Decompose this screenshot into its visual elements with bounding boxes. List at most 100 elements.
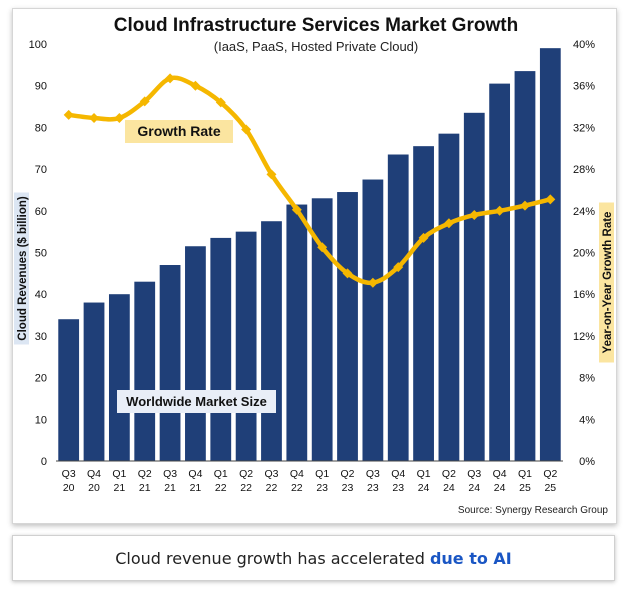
growth-rate-point (241, 124, 252, 135)
growth-rate-point (215, 97, 226, 108)
x-tick-year: 24 (443, 482, 455, 494)
growth-rate-annotation: Growth Rate (137, 123, 220, 139)
bar-market-size (539, 48, 561, 462)
y-tick-label: 0 (41, 456, 47, 468)
bar-market-size (438, 133, 460, 461)
y2-tick-label: 28% (573, 164, 595, 176)
y2-tick-label: 12% (573, 331, 595, 343)
growth-rate-point (367, 277, 378, 288)
x-tick-quarter: Q4 (188, 468, 202, 480)
x-tick-year: 23 (342, 482, 354, 494)
y-tick-label: 100 (29, 39, 47, 51)
growth-rate-point (291, 204, 302, 215)
x-tick-year: 22 (215, 482, 227, 494)
growth-rate-point (469, 209, 480, 220)
y2-axis-label: Year-on-Year Growth Rate (602, 212, 614, 354)
x-tick-quarter: Q4 (87, 468, 101, 480)
x-tick-quarter: Q2 (239, 468, 253, 480)
bar-market-size (311, 198, 333, 462)
chart-card: Cloud Infrastructure Services Market Gro… (12, 8, 617, 524)
y2-tick-label: 20% (573, 248, 595, 260)
growth-rate-point (63, 109, 74, 120)
x-tick-year: 21 (190, 482, 202, 494)
x-tick-year: 25 (544, 482, 556, 494)
bar-market-size (261, 221, 282, 461)
y2-tick-label: 8% (579, 373, 595, 385)
y2-tick-label: 40% (573, 39, 595, 51)
caption-highlight: due to AI (429, 548, 512, 568)
growth-rate-point (342, 268, 353, 279)
x-tick-year: 25 (519, 482, 531, 494)
bar-market-size (159, 265, 181, 461)
caption-text: Cloud revenue growth has accelerated (115, 548, 425, 568)
x-tick-year: 22 (240, 482, 252, 494)
x-tick-year: 24 (494, 482, 506, 494)
growth-rate-point (545, 194, 556, 205)
bar-market-size (387, 154, 409, 461)
x-tick-quarter: Q1 (417, 468, 431, 480)
bar-market-size (134, 281, 156, 461)
y2-tick-label: 4% (579, 414, 595, 426)
x-tick-year: 21 (114, 482, 126, 494)
x-tick-year: 22 (291, 482, 303, 494)
y-tick-label: 60 (35, 206, 47, 218)
growth-rate-point (114, 113, 125, 124)
source-note: Source: Synergy Research Group (458, 505, 609, 516)
x-tick-quarter: Q3 (163, 468, 177, 480)
x-tick-quarter: Q4 (493, 468, 507, 480)
bar-market-size (514, 71, 536, 462)
x-tick-quarter: Q3 (264, 468, 278, 480)
y-axis-label-group: Cloud Revenues ($ billion) (14, 192, 29, 345)
bar-market-size (83, 302, 105, 461)
x-tick-quarter: Q1 (214, 468, 228, 480)
growth-rate-point (190, 80, 201, 91)
y-tick-label: 50 (35, 248, 47, 260)
x-tick-quarter: Q2 (138, 468, 152, 480)
x-tick-year: 23 (316, 482, 328, 494)
bar-market-size (337, 192, 358, 461)
x-tick-year: 20 (63, 482, 75, 494)
x-tick-quarter: Q3 (62, 468, 76, 480)
x-tick-quarter: Q4 (391, 468, 405, 480)
y2-tick-label: 16% (573, 289, 595, 301)
x-tick-year: 23 (392, 482, 404, 494)
y-tick-label: 20 (35, 373, 47, 385)
bar-market-size (185, 246, 206, 461)
growth-rate-point (266, 169, 277, 180)
y2-axis-label-group: Year-on-Year Growth Rate (599, 202, 614, 363)
growth-rate-point (165, 73, 176, 84)
y-tick-label: 70 (35, 164, 47, 176)
x-tick-quarter: Q1 (518, 468, 532, 480)
x-tick-quarter: Q2 (341, 468, 355, 480)
bar-market-size (413, 146, 434, 462)
x-tick-quarter: Q4 (290, 468, 304, 480)
x-tick-year: 20 (88, 482, 100, 494)
caption-box: Cloud revenue growth has accelerated due… (12, 535, 615, 581)
y2-tick-label: 24% (573, 206, 595, 218)
y-axis-label: Cloud Revenues ($ billion) (17, 196, 29, 341)
y2-tick-label: 32% (573, 122, 595, 134)
bar-market-size (362, 179, 384, 461)
x-tick-quarter: Q3 (467, 468, 481, 480)
y-tick-label: 90 (35, 81, 47, 93)
x-tick-year: 24 (418, 482, 430, 494)
chart-title: Cloud Infrastructure Services Market Gro… (114, 15, 518, 36)
x-tick-year: 23 (367, 482, 379, 494)
y-tick-label: 10 (35, 414, 47, 426)
growth-rate-point (519, 200, 530, 211)
growth-rate-point (393, 262, 404, 273)
growth-rate-point (139, 96, 150, 107)
bar-market-size (489, 83, 511, 462)
market-size-annotation-bg (117, 390, 276, 413)
y-tick-label: 30 (35, 331, 47, 343)
x-tick-year: 22 (266, 482, 278, 494)
bar-market-size (235, 231, 257, 461)
growth-rate-point (89, 113, 100, 124)
growth-rate-point (418, 232, 429, 243)
x-tick-year: 21 (139, 482, 151, 494)
growth-rate-point (317, 242, 328, 253)
x-tick-quarter: Q1 (315, 468, 329, 480)
market-size-annotation: Worldwide Market Size (126, 394, 267, 409)
bar-market-size (58, 319, 80, 461)
bar-market-size (463, 112, 485, 462)
